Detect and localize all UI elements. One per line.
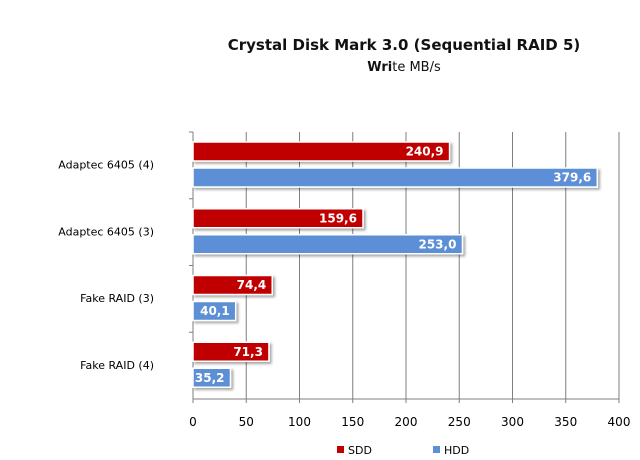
x-tick-label: 250 — [448, 415, 471, 429]
chart-subtitle: Write MB/s — [184, 60, 624, 75]
chart-subtitle-bold: Wri — [367, 60, 393, 75]
category-label: Fake RAID (3) — [80, 292, 154, 305]
legend-label-hdd: HDD — [444, 444, 469, 457]
x-tick-label: 350 — [554, 415, 577, 429]
legend-label-sdd: SDD — [348, 444, 372, 457]
chart-subtitle-rest: te MB/s — [392, 60, 441, 75]
bar-sdd — [192, 141, 451, 162]
legend-swatch-sdd — [337, 446, 344, 453]
x-tick-label: 400 — [608, 415, 631, 429]
data-label: 379,6 — [553, 171, 591, 185]
bar-hdd — [192, 367, 232, 388]
category-label: Adaptec 6405 (3) — [58, 225, 154, 238]
bar-sdd — [192, 208, 364, 229]
x-tick-label: 50 — [239, 415, 254, 429]
x-tick-label: 150 — [341, 415, 364, 429]
bar-sdd — [192, 274, 273, 296]
data-label: 71,3 — [233, 345, 263, 359]
data-label: 159,6 — [319, 211, 357, 225]
x-tick-label: 300 — [501, 415, 524, 429]
x-tick-label: 200 — [395, 415, 418, 429]
x-tick-label: 0 — [189, 415, 197, 429]
data-label: 35,2 — [195, 371, 225, 385]
category-label: Adaptec 6405 (4) — [58, 159, 154, 172]
x-tick-label: 100 — [288, 415, 311, 429]
bar-hdd — [192, 234, 464, 255]
legend-swatch-hdd — [433, 446, 440, 453]
category-label: Fake RAID (4) — [80, 359, 154, 372]
bar-sdd — [192, 341, 270, 362]
bar-hdd — [192, 167, 599, 188]
chart-title: Crystal Disk Mark 3.0 (Sequential RAID 5… — [227, 36, 581, 54]
data-label: 40,1 — [200, 304, 230, 318]
data-label: 240,9 — [406, 145, 444, 159]
bar-hdd — [192, 300, 237, 322]
data-label: 74,4 — [237, 278, 267, 292]
data-label: 253,0 — [418, 237, 456, 251]
